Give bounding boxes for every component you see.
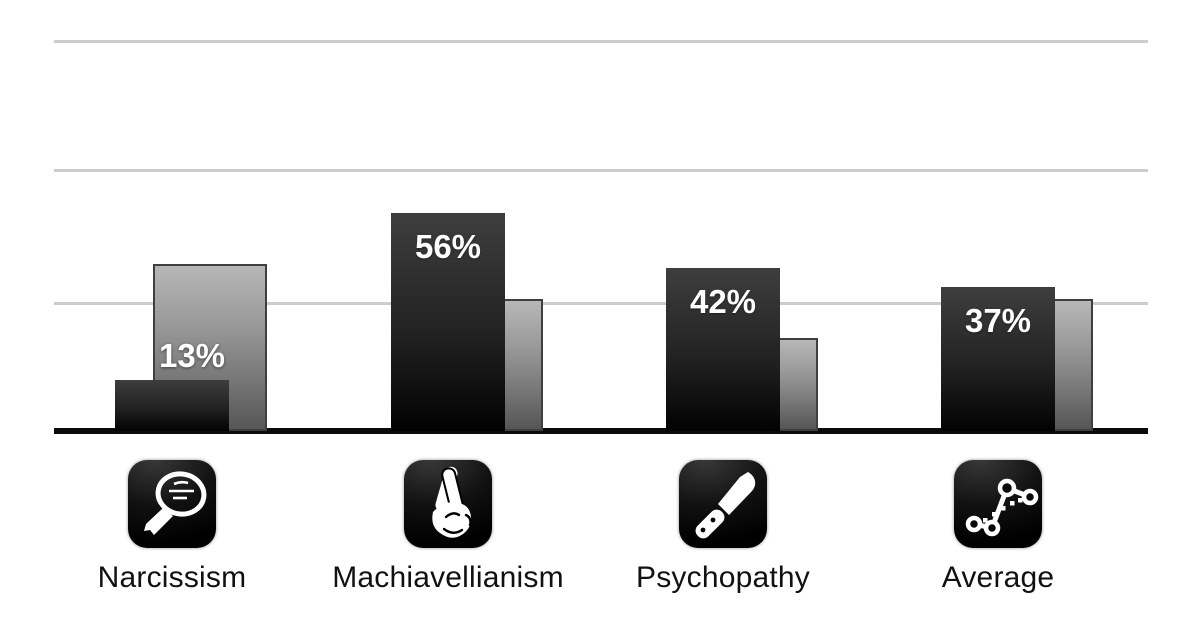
hand-mirror-icon xyxy=(128,460,216,548)
crossed-fingers-icon xyxy=(404,460,492,548)
line-graph-glyph xyxy=(965,478,1039,537)
score-bar xyxy=(391,213,505,431)
score-bar xyxy=(115,380,229,431)
gridline-100 xyxy=(54,40,1148,43)
category-label: Average xyxy=(941,561,1055,594)
crossed-fingers-glyph xyxy=(432,466,472,538)
category-label: Narcissism xyxy=(97,561,247,594)
score-bar xyxy=(666,268,780,431)
score-value-label: 37% xyxy=(964,302,1032,339)
knife-glyph xyxy=(695,472,756,539)
gridline-66 xyxy=(54,169,1148,172)
chart-group-psychopathy: 42% Psychopathy xyxy=(583,0,863,630)
line-graph-icon xyxy=(954,460,1042,548)
score-bar xyxy=(941,287,1055,431)
score-value-label: 56% xyxy=(414,228,482,265)
category-label: Psychopathy xyxy=(636,561,810,594)
hand-mirror-glyph xyxy=(144,471,207,535)
chart-group-average: 37% Average xyxy=(858,0,1138,630)
chart-group-machiavellianism: 56% Machiavellianism xyxy=(308,0,588,630)
score-value-label: 13% xyxy=(158,337,226,374)
category-label: Machiavellianism xyxy=(332,561,564,594)
x-axis-line xyxy=(54,428,1148,434)
chart-group-narcissism: 13% Narcissism xyxy=(32,0,312,630)
gridline-33 xyxy=(54,302,1148,305)
knife-icon xyxy=(679,460,767,548)
score-value-label: 42% xyxy=(689,283,757,320)
